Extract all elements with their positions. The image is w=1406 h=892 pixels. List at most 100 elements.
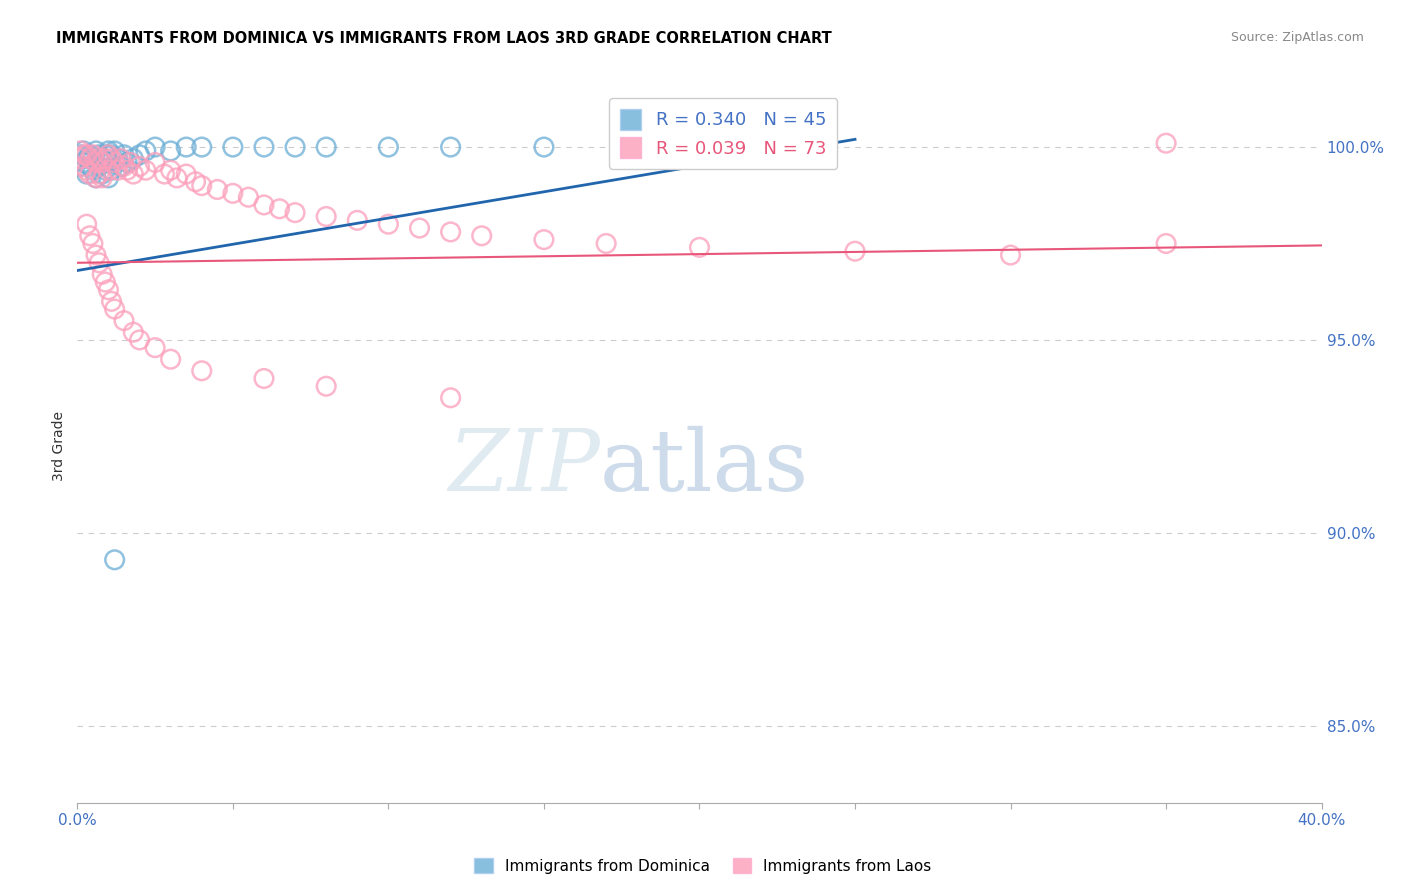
Point <box>76 163 98 178</box>
Point <box>174 167 197 181</box>
Point <box>72 159 94 173</box>
Point <box>284 140 307 154</box>
Point <box>122 325 145 339</box>
Point <box>76 152 98 166</box>
Point <box>143 341 166 355</box>
Text: Source: ZipAtlas.com: Source: ZipAtlas.com <box>1230 31 1364 45</box>
Point <box>689 240 711 254</box>
Point <box>128 333 150 347</box>
Legend: R = 0.340   N = 45, R = 0.039   N = 73: R = 0.340 N = 45, R = 0.039 N = 73 <box>609 98 837 169</box>
Point <box>76 148 98 162</box>
Point <box>69 144 91 158</box>
Point <box>100 294 122 309</box>
Point <box>377 217 399 231</box>
Point <box>94 163 117 178</box>
Point <box>91 155 114 169</box>
Point <box>104 553 127 567</box>
Point <box>97 163 120 178</box>
Point <box>1154 136 1177 151</box>
Point <box>122 167 145 181</box>
Point <box>94 148 117 162</box>
Point <box>135 163 157 178</box>
Point <box>79 228 101 243</box>
Point <box>191 140 214 154</box>
Point <box>689 140 711 154</box>
Point <box>533 140 555 154</box>
Point <box>135 144 157 158</box>
Point <box>87 159 110 173</box>
Point <box>100 152 122 166</box>
Point <box>91 170 114 185</box>
Point <box>82 148 104 162</box>
Point <box>174 140 197 154</box>
Text: IMMIGRANTS FROM DOMINICA VS IMMIGRANTS FROM LAOS 3RD GRADE CORRELATION CHART: IMMIGRANTS FROM DOMINICA VS IMMIGRANTS F… <box>56 31 832 46</box>
Point <box>87 167 110 181</box>
Point <box>440 391 463 405</box>
Point <box>122 152 145 166</box>
Point <box>82 152 104 166</box>
Point <box>471 228 494 243</box>
Point <box>91 152 114 166</box>
Point <box>69 152 91 166</box>
Point <box>87 152 110 166</box>
Point <box>191 364 214 378</box>
Point <box>100 163 122 178</box>
Point <box>115 163 138 178</box>
Text: atlas: atlas <box>600 425 808 509</box>
Point <box>79 159 101 173</box>
Point <box>104 155 127 169</box>
Point <box>84 144 107 158</box>
Point <box>315 210 337 224</box>
Point <box>143 140 166 154</box>
Point <box>315 379 337 393</box>
Point <box>253 371 276 385</box>
Point <box>100 148 122 162</box>
Point <box>97 283 120 297</box>
Point <box>112 148 135 162</box>
Point <box>153 167 176 181</box>
Point <box>84 248 107 262</box>
Point <box>104 301 127 316</box>
Point <box>79 152 101 166</box>
Point <box>94 152 117 166</box>
Point <box>97 148 120 162</box>
Point <box>284 205 307 219</box>
Point <box>184 175 207 189</box>
Legend: Immigrants from Dominica, Immigrants from Laos: Immigrants from Dominica, Immigrants fro… <box>468 852 938 880</box>
Point <box>377 140 399 154</box>
Point <box>408 221 430 235</box>
Point <box>440 140 463 154</box>
Point <box>82 163 104 178</box>
Point <box>79 167 101 181</box>
Point <box>207 182 229 196</box>
Point <box>94 275 117 289</box>
Point <box>128 148 150 162</box>
Y-axis label: 3rd Grade: 3rd Grade <box>52 411 66 481</box>
Point <box>69 159 91 173</box>
Point <box>112 313 135 327</box>
Point <box>69 148 91 162</box>
Point <box>91 167 114 181</box>
Point <box>844 244 866 259</box>
Point <box>269 202 291 216</box>
Point <box>315 140 337 154</box>
Point <box>84 170 107 185</box>
Point <box>159 352 181 367</box>
Point <box>159 144 181 158</box>
Point <box>222 140 245 154</box>
Point <box>1154 236 1177 251</box>
Text: ZIP: ZIP <box>449 426 600 508</box>
Point <box>84 155 107 169</box>
Point <box>76 217 98 231</box>
Point <box>346 213 368 227</box>
Point <box>97 155 120 169</box>
Point <box>120 155 142 169</box>
Point <box>82 236 104 251</box>
Point <box>595 236 617 251</box>
Point <box>107 152 129 166</box>
Point <box>72 144 94 158</box>
Point <box>112 159 135 173</box>
Point <box>84 170 107 185</box>
Point <box>222 186 245 201</box>
Point <box>107 163 129 178</box>
